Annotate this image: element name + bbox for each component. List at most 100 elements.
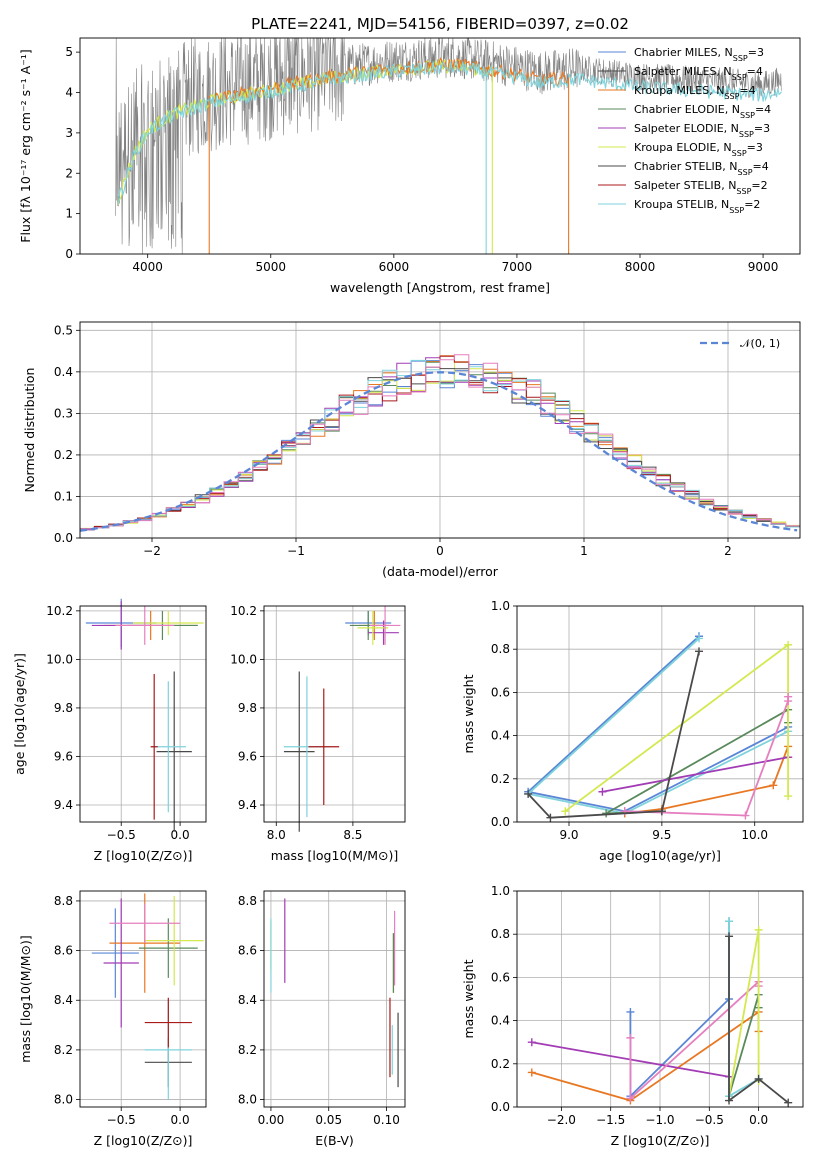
legend-entry: Kroupa STELIB, NSSP=2 — [634, 198, 760, 215]
legend-entry: Kroupa MILES, NSSP=4 — [634, 84, 756, 101]
residual-histogram-step — [80, 354, 800, 530]
y-tick-label: 0.0 — [491, 1100, 510, 1114]
x-tick-label: 8.0 — [267, 828, 286, 842]
y-tick-label: 0.2 — [491, 1057, 510, 1071]
mass-weight-line — [531, 1010, 760, 1102]
x-tick-label: 0 — [436, 544, 444, 558]
legend-entry: Kroupa ELODIE, NSSP=3 — [634, 141, 763, 158]
plot-frame — [79, 37, 801, 255]
legend-entry: Chabrier STELIB, NSSP=4 — [634, 160, 769, 177]
residual-histogram-step — [80, 359, 800, 530]
x-axis-label: E(B-V) — [315, 1133, 354, 1148]
x-tick-label: −2.0 — [547, 1113, 576, 1127]
legend-entry: Salpeter ELODIE, NSSP=3 — [634, 122, 770, 139]
x-tick-label: 6000 — [379, 260, 410, 274]
spectrum-plot: 4000 5000 6000 7000 8000 9000 0 1 2 3 4 5 wavelength… — [18, 37, 801, 295]
mass-weight-vs-z-plot: −2.0 −1.5 −1.0 −0.5 0.0 0.0 0.2 0.4 0.6 0.8 1.0 Z [… — [461, 884, 804, 1148]
y-axis-label: mass weight — [461, 674, 476, 753]
plot-frame — [79, 321, 801, 539]
y-tick-label: 3 — [65, 126, 73, 140]
model-spectrum-line — [117, 60, 782, 204]
y-tick-label: 0.4 — [491, 729, 510, 743]
mass-weight-line — [602, 756, 789, 793]
model-spectrum-line — [208, 57, 569, 106]
x-tick-label: 9.5 — [652, 828, 671, 842]
residuals-plot: −2 −1 0 1 2 0.0 0.1 0.2 0.3 0.4 0.5 (data-model)/er… — [22, 321, 801, 579]
mass-weight-marker — [784, 1098, 793, 1107]
x-tick-label: 0.05 — [315, 1113, 342, 1127]
y-tick-label: 9.8 — [238, 701, 257, 715]
age-vs-z-plot: −0.5 0.0 9.4 9.6 9.8 10.0 10.2 Z [log10(Z/Z⊙)] a… — [12, 598, 207, 863]
x-tick-label: 1 — [580, 544, 588, 558]
x-axis-label: Z [log10(Z/Z⊙)] — [94, 1133, 193, 1148]
y-tick-label: 8.8 — [238, 894, 257, 908]
x-tick-label: 8000 — [625, 260, 656, 274]
x-tick-label: −0.5 — [695, 1113, 724, 1127]
y-tick-label: 0.8 — [491, 642, 510, 656]
y-tick-label: 1.0 — [491, 884, 510, 898]
x-tick-label: 0.10 — [373, 1113, 400, 1127]
y-tick-label: 0.1 — [54, 489, 73, 503]
plot-frame — [263, 605, 406, 823]
y-tick-label: 4 — [65, 86, 73, 100]
model-spectrum-line — [117, 58, 493, 206]
mass-weight-marker — [725, 932, 734, 941]
figure-title: PLATE=2241, MJD=54156, FIBERID=0397, z=0… — [251, 15, 629, 33]
x-tick-label: 0.0 — [171, 828, 190, 842]
mass-weight-marker — [784, 640, 793, 649]
x-axis-label: Z [log10(Z/Z⊙)] — [611, 1133, 710, 1148]
plot-frame — [79, 605, 207, 823]
x-tick-label: 5000 — [255, 260, 286, 274]
plot-frame — [79, 890, 207, 1108]
y-tick-label: 8.6 — [54, 944, 73, 958]
mass-vs-z-plot: −0.5 0.0 8.0 8.2 8.4 8.6 8.8 Z [log10(Z/Z⊙)] mas… — [18, 890, 207, 1148]
x-axis-label: (data-model)/error — [382, 564, 499, 579]
y-tick-label: 0.0 — [54, 531, 73, 545]
y-tick-label: 9.4 — [238, 798, 257, 812]
x-tick-label: 8.5 — [343, 828, 362, 842]
x-tick-label: 7000 — [502, 260, 533, 274]
mass-weight-marker — [524, 789, 533, 798]
mass-weight-marker — [602, 809, 611, 818]
mass-weight-marker — [527, 1038, 536, 1047]
y-tick-label: 0.4 — [491, 1014, 510, 1028]
y-axis-label: Flux [fλ 10⁻¹⁷ erg cm⁻² s⁻¹ A⁻¹] — [18, 49, 33, 242]
x-axis-label: age [log10(age/yr)] — [599, 848, 721, 863]
x-tick-label: 4000 — [132, 260, 163, 274]
x-axis-label: Z [log10(Z/Z⊙)] — [94, 848, 193, 863]
x-tick-label: 2 — [724, 544, 732, 558]
y-tick-label: 0.0 — [491, 815, 510, 829]
mass-weight-marker — [657, 807, 666, 816]
y-tick-label: 0.5 — [54, 323, 73, 337]
x-tick-label: 0.0 — [171, 1113, 190, 1127]
y-tick-label: 0.8 — [491, 927, 510, 941]
y-tick-label: 10.0 — [230, 652, 257, 666]
plot-frame — [516, 605, 804, 823]
x-tick-label: 9000 — [748, 260, 779, 274]
x-tick-label: 0.0 — [749, 1113, 768, 1127]
y-tick-label: 0.6 — [491, 970, 510, 984]
mass-weight-line — [728, 936, 789, 1104]
normal-distribution-curve — [79, 371, 798, 532]
y-tick-label: 8.6 — [238, 944, 257, 958]
y-tick-label: 10.2 — [46, 604, 73, 618]
y-tick-label: 5 — [65, 45, 73, 59]
x-tick-label: −0.5 — [107, 1113, 136, 1127]
y-tick-label: 9.6 — [238, 749, 257, 763]
mass-weight-marker — [725, 1096, 734, 1105]
x-tick-label: 10.0 — [741, 828, 768, 842]
mass-weight-line — [527, 651, 700, 819]
x-tick-label: 9.0 — [559, 828, 578, 842]
mass-weight-line — [526, 635, 789, 813]
x-tick-label: −1 — [287, 544, 305, 558]
y-tick-label: 1.0 — [491, 599, 510, 613]
mass-weight-marker — [741, 811, 750, 820]
x-tick-label: −1.5 — [596, 1113, 625, 1127]
mass-weight-marker — [546, 813, 555, 822]
y-axis-label: mass weight — [461, 959, 476, 1038]
y-tick-label: 8.4 — [54, 993, 73, 1007]
y-tick-label: 0 — [65, 247, 73, 261]
y-axis-label: Normed distribution — [22, 368, 37, 493]
mass-weight-marker — [626, 1094, 635, 1103]
